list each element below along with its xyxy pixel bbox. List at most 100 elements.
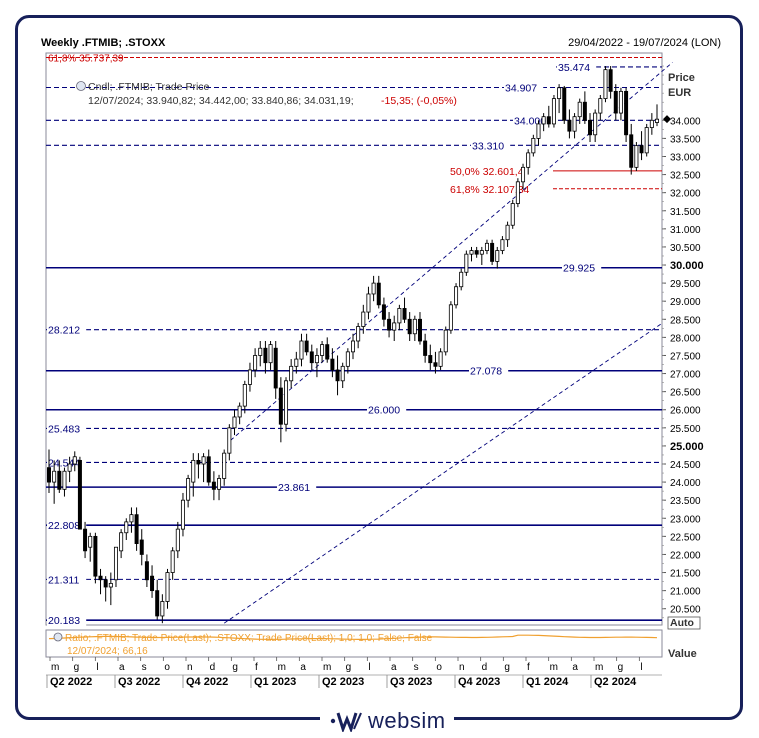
price-tick-label: 31.000 (670, 225, 701, 236)
price-tick-label: 25.500 (670, 424, 701, 435)
candle-body (392, 322, 397, 331)
price-tick-label: 28.500 (670, 315, 701, 326)
candle-body (62, 470, 67, 490)
candle-body (510, 203, 515, 226)
candle-body (593, 112, 598, 136)
price-tick-label: 26.000 (670, 406, 701, 417)
level-label: 34.000 (514, 115, 546, 127)
month-tick-label: m (550, 662, 558, 673)
candle-body (113, 546, 118, 581)
candle-body (521, 166, 526, 183)
candle-body (222, 452, 227, 479)
ratio-legend-line: Ratio; .FTMIB; Trade Price(Last); .STOXX… (65, 633, 433, 644)
candle-body (624, 90, 629, 136)
last-price-marker (663, 115, 671, 124)
candle-body (490, 242, 495, 262)
month-tick-label: n (187, 662, 193, 673)
month-tick-label: a (572, 662, 578, 673)
candle-body (309, 351, 314, 364)
candle-body (459, 271, 464, 288)
quarter-label: Q1 2023 (254, 676, 296, 688)
candle-body (356, 326, 361, 342)
level-label-bg (562, 261, 602, 274)
candle-body (77, 459, 82, 530)
channel-lower-line (223, 322, 663, 624)
candle-body (278, 387, 283, 425)
candle-body (500, 239, 505, 251)
candle-body (227, 427, 232, 454)
candle-body (304, 340, 309, 353)
candle-body (263, 347, 268, 364)
candle-body (433, 362, 438, 367)
candle-body (325, 344, 330, 360)
price-tick-label: 26.500 (670, 388, 701, 399)
candle-body (402, 308, 407, 320)
candle-body (577, 101, 582, 118)
ratio-series-line (48, 634, 658, 641)
candle-body (567, 119, 572, 132)
candle-body (603, 69, 608, 100)
level-label-bg (504, 81, 544, 94)
candle-body (644, 127, 649, 154)
candle-body (186, 478, 191, 501)
candle-body (247, 369, 252, 385)
candle-body (134, 514, 139, 544)
price-tick-label: 24.500 (670, 460, 701, 471)
candle-body (655, 118, 659, 123)
month-tick-label: g (504, 662, 510, 673)
candle-body (175, 528, 180, 552)
candle-body (284, 380, 289, 425)
candle-body (598, 98, 603, 114)
month-tick-label: f (527, 662, 530, 673)
candle-body (557, 87, 562, 100)
candle-body (294, 358, 299, 367)
level-label: 33.310 (472, 140, 504, 152)
price-tick-label: 27.500 (670, 351, 701, 362)
month-tick-label: g (618, 662, 624, 673)
candle-body (588, 119, 593, 136)
level-label-bg (47, 519, 87, 532)
candle-body (366, 293, 371, 313)
candle-body (242, 384, 247, 407)
month-tick-label: g (74, 662, 80, 673)
price-tick-label: 28.000 (670, 333, 701, 344)
candle-body (417, 318, 422, 342)
candle-body (572, 116, 577, 132)
candle-body (381, 304, 386, 320)
month-tick-label: o (436, 662, 442, 673)
candle-body (180, 499, 185, 530)
candle-body (448, 304, 453, 331)
candle-body (639, 145, 644, 154)
chart-title: Weekly .FTMIB; .STOXX (41, 37, 166, 49)
candle-body (103, 579, 108, 588)
month-tick-label: m (595, 662, 603, 673)
candle-body (464, 253, 469, 273)
candle-body (47, 467, 51, 483)
candle-body (335, 369, 340, 382)
price-tick-label: 20.500 (670, 605, 701, 616)
month-tick-label: d (210, 662, 216, 673)
candle-body (232, 416, 237, 429)
month-tick-label: o (164, 662, 170, 673)
quarter-label: Q4 2022 (186, 676, 228, 688)
level-label: 34.907 (505, 82, 537, 94)
quarter-label: Q2 2022 (50, 676, 92, 688)
quarter-label: Q3 2022 (118, 676, 160, 688)
legend-change: -15,35; (-0,05%) (381, 95, 457, 107)
candle-body (67, 463, 72, 472)
price-tick-label: 32.500 (670, 171, 701, 182)
chart-frame (15, 15, 743, 720)
candle-body (237, 405, 242, 418)
candle-body (582, 101, 587, 121)
candle-body (150, 575, 155, 592)
price-tick-label: 33.000 (670, 152, 701, 163)
price-tick-label: 31.500 (670, 207, 701, 218)
price-tick-label: 23.500 (670, 496, 701, 507)
candle-body (407, 318, 412, 335)
candle-body (299, 340, 304, 360)
level-label: 22.808 (48, 520, 80, 532)
price-tick-label: 21.000 (670, 587, 701, 598)
price-tick-label: 33.500 (670, 134, 701, 145)
candle-body (330, 358, 335, 371)
month-tick-label: l (96, 662, 98, 673)
